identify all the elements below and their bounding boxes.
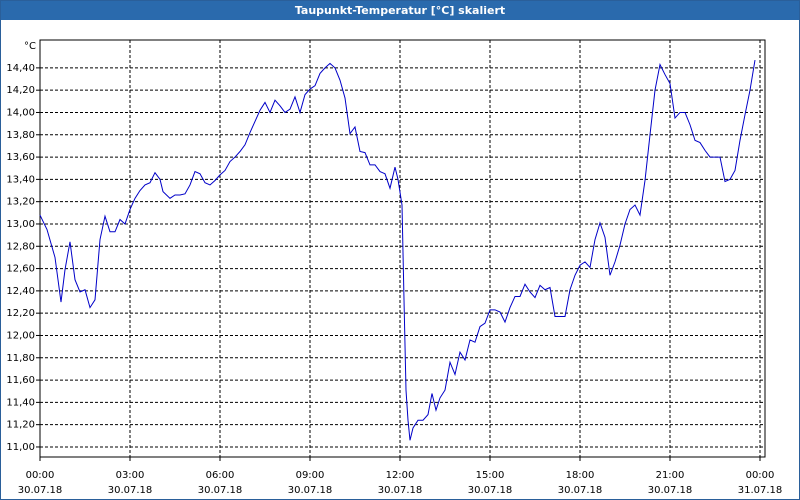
- x-tick-date: 30.07.18: [468, 485, 513, 496]
- data-line: [39, 59, 756, 441]
- y-tick-label: 13,60: [6, 152, 35, 163]
- x-tick-date: 30.07.18: [648, 485, 693, 496]
- x-tick-label: 06:00: [206, 470, 235, 481]
- x-tick-date: 30.07.18: [558, 485, 603, 496]
- y-tick-label: 13,00: [6, 219, 35, 230]
- x-tick-date: 30.07.18: [18, 485, 63, 496]
- x-tick-date: 30.07.18: [288, 485, 333, 496]
- x-tick-label: 00:00: [746, 470, 775, 481]
- x-tick-label: 03:00: [116, 470, 145, 481]
- x-tick-label: 09:00: [296, 470, 325, 481]
- y-tick-label: 11,40: [6, 397, 35, 408]
- y-unit: °C: [24, 41, 36, 52]
- x-tick-date: 31.07.18: [738, 485, 783, 496]
- y-tick-label: 12,60: [6, 264, 35, 275]
- y-tick-label: 13,20: [6, 197, 35, 208]
- x-tick-date: 30.07.18: [378, 485, 423, 496]
- y-tick-label: 11,60: [6, 375, 35, 386]
- x-tick-label: 15:00: [476, 470, 505, 481]
- plot: 11,00 11,20 11,40 11,60 11,80 12,00 12,20 12,40…: [6, 39, 783, 496]
- y-tick-label: 12,20: [6, 308, 35, 319]
- y-tick-label: 14,00: [6, 107, 35, 118]
- x-tick-label: 18:00: [566, 470, 595, 481]
- x-tick-label: 21:00: [656, 470, 685, 481]
- x-tick-label: 00:00: [26, 470, 55, 481]
- chart-title: Taupunkt-Temperatur [°C] skaliert: [295, 4, 505, 17]
- y-tick-label: 12,80: [6, 241, 35, 252]
- x-tick-date: 30.07.18: [198, 485, 243, 496]
- y-tick-label: 13,80: [6, 130, 35, 141]
- y-tick-label: 11,80: [6, 353, 35, 364]
- y-tick-label: 12,40: [6, 286, 35, 297]
- y-tick-label: 14,40: [6, 63, 35, 74]
- y-tick-label: 13,40: [6, 174, 35, 185]
- y-tick-label: 14,20: [6, 85, 35, 96]
- y-tick-label: 11,00: [6, 442, 35, 453]
- x-tick-date: 30.07.18: [108, 485, 153, 496]
- y-tick-label: 12,00: [6, 330, 35, 341]
- x-tick-label: 12:00: [386, 470, 415, 481]
- y-tick-label: 11,20: [6, 420, 35, 431]
- title-bar: [1, 1, 799, 20]
